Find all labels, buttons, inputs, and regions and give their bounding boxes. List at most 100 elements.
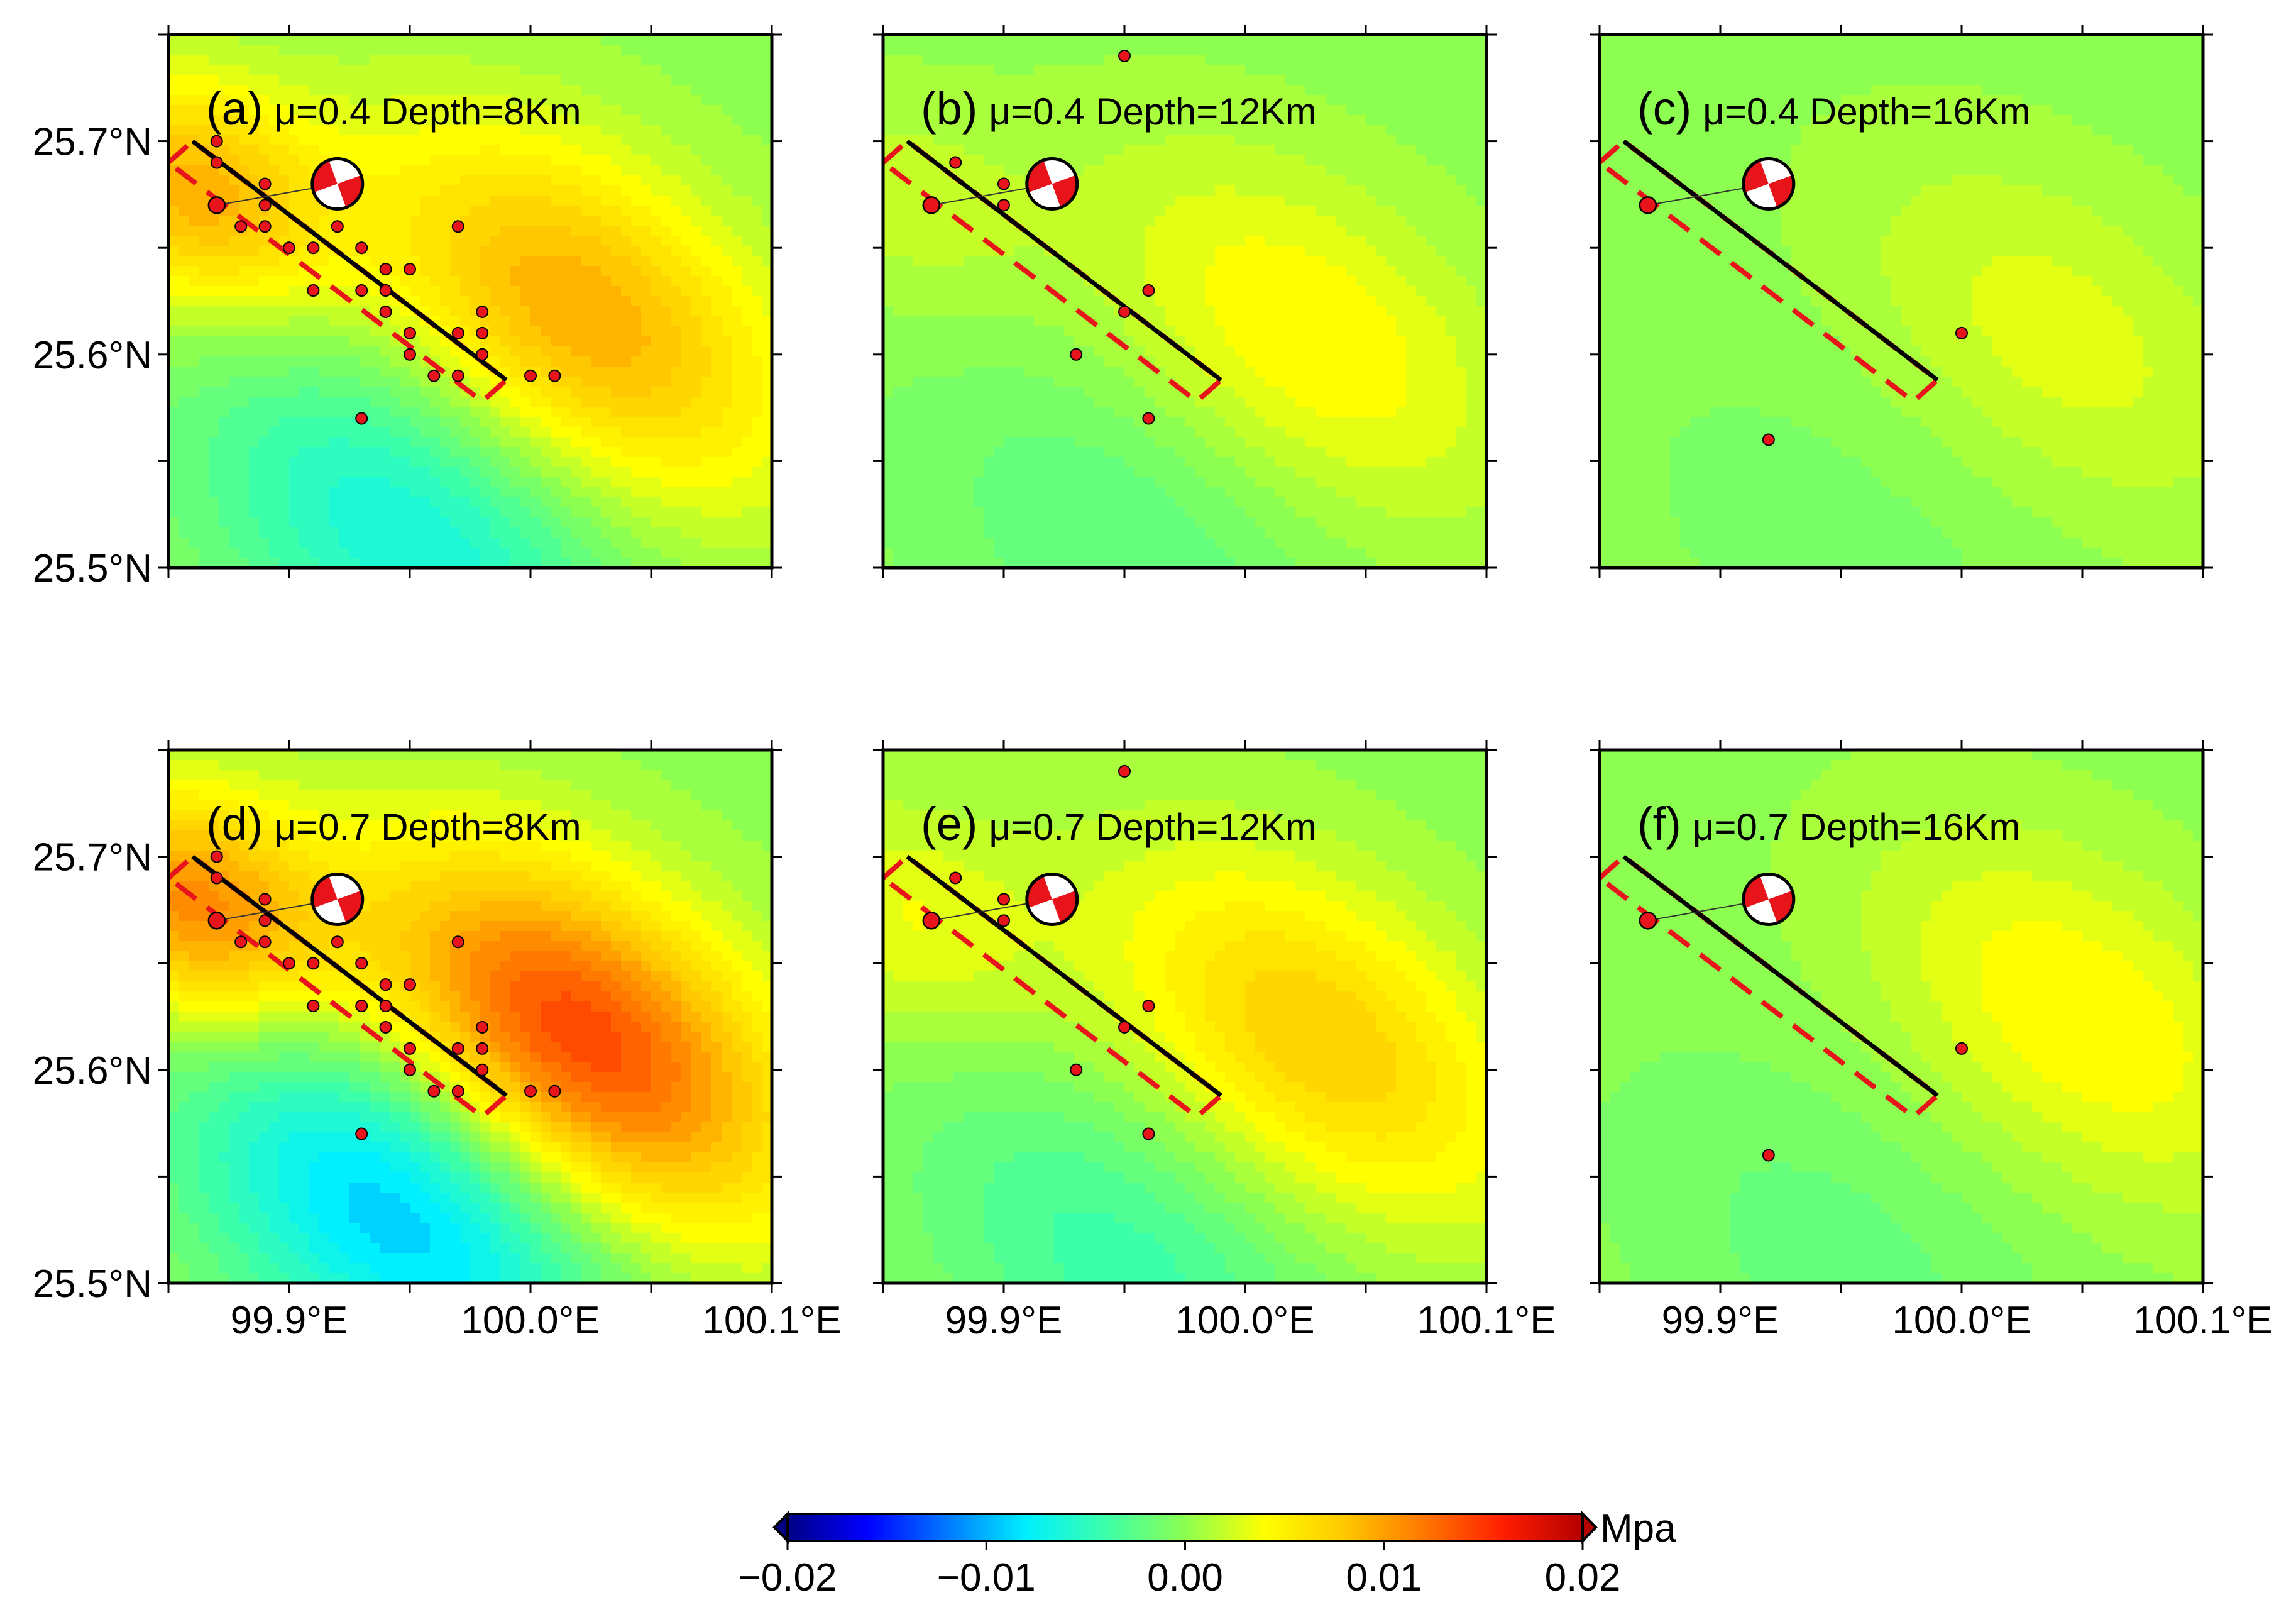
event-marker [1118, 305, 1131, 318]
x-tick-label: 100.0°E [461, 1299, 600, 1342]
x-tick-label: 99.9°E [231, 1299, 348, 1342]
event-marker [997, 893, 1010, 906]
fault-projection [883, 853, 1225, 1120]
event-marker [548, 369, 561, 382]
event-marker [258, 220, 272, 233]
fault-projection [1600, 138, 1942, 405]
fault-projection [168, 853, 510, 1120]
panel-title: (e) μ=0.7 Depth=12Km [921, 798, 1317, 850]
beachball-icon [1025, 872, 1079, 926]
event-marker [451, 369, 464, 382]
panel-title: (b) μ=0.4 Depth=12Km [921, 82, 1317, 135]
event-marker [997, 914, 1010, 927]
panel-params: μ=0.4 Depth=12Km [989, 91, 1317, 133]
panel-title: (f) μ=0.7 Depth=16Km [1637, 798, 2020, 850]
event-marker [404, 263, 416, 276]
map-frame [881, 748, 1488, 1285]
beachball-icon [310, 157, 365, 211]
event-marker [451, 220, 464, 233]
stress-field [168, 750, 772, 1283]
panel-b: (b) μ=0.4 Depth=12Km [873, 25, 1497, 578]
event-marker [355, 957, 368, 970]
x-tick-label: 99.9°E [945, 1299, 1063, 1342]
fault-projection [883, 138, 1225, 405]
colorbar-min-arrow [772, 1511, 789, 1544]
event-marker [1762, 1149, 1775, 1162]
event-marker [404, 348, 416, 361]
event-marker [355, 284, 368, 297]
event-marker [234, 935, 248, 949]
x-tick-label: 100.1°E [702, 1299, 841, 1342]
event-marker [476, 1042, 489, 1055]
x-tick-label: 99.9°E [1662, 1299, 1779, 1342]
panel-f: 99.9°E 100.0°E 100.1°E (f) μ=0.7 Depth=16Km [1590, 740, 2273, 1342]
panel-title: (a) μ=0.4 Depth=8Km [206, 82, 581, 135]
colorbar-tick-label: −0.02 [739, 1556, 837, 1599]
stress-field [883, 750, 1486, 1283]
event-marker [1070, 1063, 1083, 1076]
event-marker [524, 1084, 537, 1098]
panel-d: 25.5°N 25.6°N 25.7°N 99.9°E 100.0°E 100.1°E (d… [33, 740, 842, 1342]
event-marker [1118, 49, 1131, 62]
map-frame [1598, 748, 2205, 1285]
event-marker [524, 369, 537, 382]
stress-field [883, 35, 1486, 568]
panel-letter: (c) [1637, 82, 1691, 135]
beachball-icon [1742, 157, 1796, 211]
colorbar-tick-label: 0.02 [1545, 1556, 1621, 1599]
y-tick-label: 25.6°N [33, 1049, 152, 1093]
event-marker [427, 1084, 441, 1098]
event-marker [379, 284, 392, 297]
event-marker [1070, 348, 1083, 361]
map-frame [881, 33, 1488, 570]
x-tick-label: 100.1°E [1417, 1299, 1556, 1342]
fault-trace [1622, 854, 1939, 1098]
event-marker [307, 284, 320, 297]
colorbar-max-arrow [1581, 1511, 1598, 1544]
event-marker [258, 893, 272, 906]
panel-c: (c) μ=0.4 Depth=16Km [1590, 25, 2213, 578]
event-marker [379, 305, 392, 318]
colorbar-bar [786, 1513, 1584, 1542]
map-frame [167, 33, 774, 570]
event-marker [258, 914, 272, 927]
event-marker [379, 263, 392, 276]
mainshock-marker [207, 196, 226, 214]
event-marker [476, 348, 489, 361]
fault-trace [906, 139, 1222, 382]
y-tick-label: 25.5°N [33, 547, 152, 590]
event-marker [476, 1063, 489, 1076]
event-marker [210, 850, 223, 863]
stress-field [168, 35, 772, 568]
event-marker [210, 156, 223, 169]
event-marker [355, 1000, 368, 1013]
panel-letter: (b) [921, 82, 977, 135]
mainshock-marker [1639, 912, 1657, 930]
overlay [168, 135, 561, 425]
event-marker [355, 241, 368, 255]
event-marker [307, 241, 320, 255]
panel-params: μ=0.4 Depth=16Km [1703, 91, 2031, 133]
event-marker [283, 957, 295, 970]
stress-field [1600, 35, 2203, 568]
axis-ticks [1590, 740, 2213, 1293]
event-marker [307, 957, 320, 970]
event-marker [379, 1000, 392, 1013]
event-marker [258, 935, 272, 949]
event-marker [404, 1063, 416, 1076]
event-marker [1762, 433, 1775, 446]
panel-title: (d) μ=0.7 Depth=8Km [206, 798, 581, 850]
event-marker [451, 1042, 464, 1055]
axis-ticks [158, 740, 782, 1293]
panel-params: μ=0.7 Depth=16Km [1693, 806, 2021, 848]
overlay [1600, 853, 1968, 1162]
colorbar-tick-label: 0.00 [1147, 1556, 1223, 1599]
panel-a: 25.5°N 25.6°N 25.7°N (a) μ=0.4 Depth=8Km [33, 25, 782, 590]
event-marker [451, 1084, 464, 1098]
event-marker [1142, 1000, 1155, 1013]
axis-ticks [873, 25, 1497, 578]
event-marker [427, 369, 441, 382]
panel-params: μ=0.7 Depth=12Km [989, 806, 1317, 848]
event-marker [1118, 764, 1131, 778]
